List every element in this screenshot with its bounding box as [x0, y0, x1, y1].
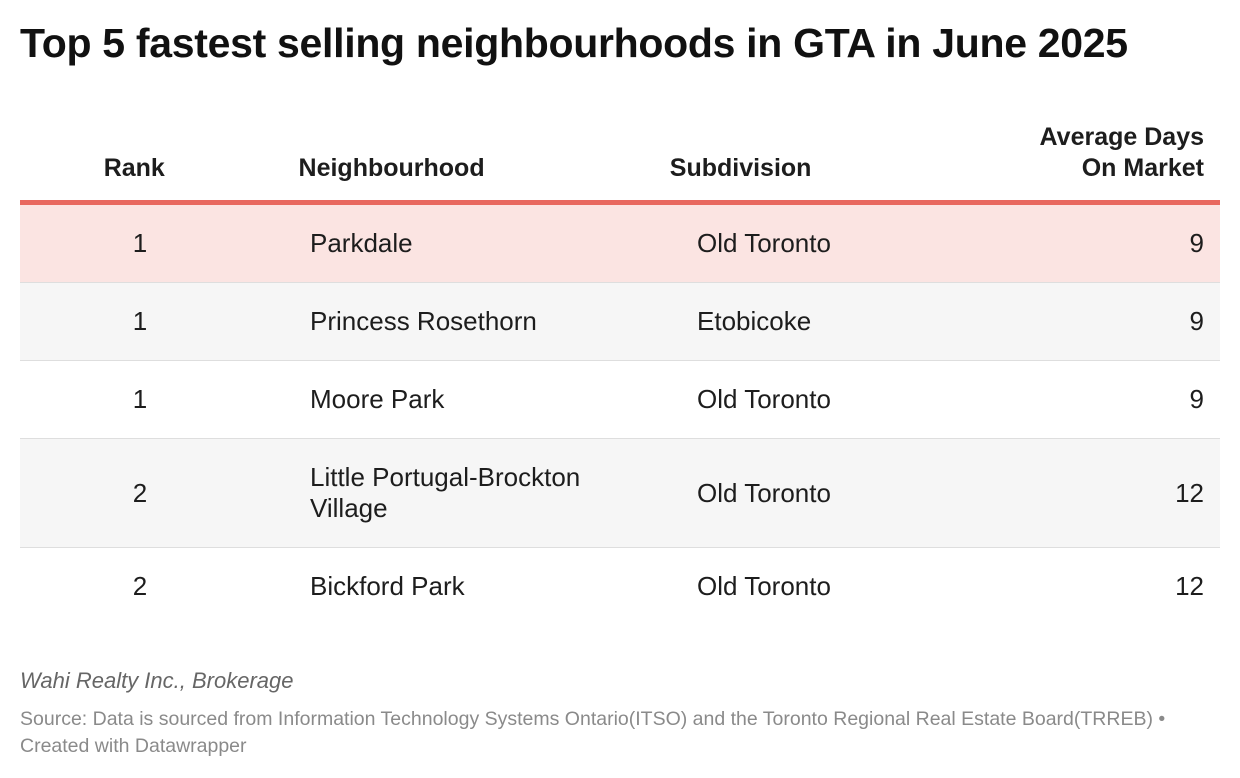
- header-row: Rank Neighbourhood Subdivision Average Days…: [20, 122, 1220, 205]
- byline: Wahi Realty Inc., Brokerage: [20, 668, 294, 693]
- table-cell: Princess Rosethorn: [310, 306, 537, 336]
- column-header: Average Days On Market: [984, 122, 1220, 184]
- column-header-text: Average Days On Market: [1039, 123, 1204, 182]
- table-cell: 2: [132, 571, 148, 601]
- table-cell: Etobicoke: [697, 306, 812, 336]
- table-cell: Old Toronto: [697, 384, 831, 414]
- table-cell: 12: [1175, 571, 1204, 601]
- table-cell: 2: [132, 477, 148, 508]
- table-cell: Little Portugal-Brockton Village: [310, 462, 581, 523]
- table-cell: 9: [1189, 384, 1204, 414]
- source-note: Source: Data is sourced from Information…: [20, 708, 1166, 757]
- table-cell: 9: [1189, 306, 1204, 336]
- table-cell: Old Toronto: [697, 228, 831, 258]
- table-row: 1 Moore Park Old Toronto 9: [20, 361, 1220, 439]
- table-row: 1 Princess Rosethorn Etobicoke 9: [20, 283, 1220, 361]
- column-header: Rank: [20, 153, 249, 184]
- table-cell: 9: [1189, 228, 1204, 258]
- table-cell: Bickford Park: [310, 571, 465, 601]
- table-row: 1 Parkdale Old Toronto 9: [20, 205, 1220, 283]
- table-cell: Old Toronto: [697, 571, 831, 601]
- table: Rank Neighbourhood Subdivision Average Days…: [20, 122, 1220, 625]
- table-row: 2 Little Portugal-Brockton Village Old Tor…: [20, 439, 1220, 548]
- table-row: 2 Bickford Park Old Toronto 12: [20, 548, 1220, 625]
- table-cell: Moore Park: [310, 384, 445, 414]
- table-cell: 12: [1175, 477, 1204, 508]
- column-header-text: Rank: [103, 154, 165, 182]
- column-header: Subdivision: [670, 153, 984, 184]
- title: Top 5 fastest selling neighbourhoods in …: [20, 20, 1128, 66]
- table-cell: 1: [132, 306, 148, 336]
- column-header-text: Neighbourhood: [298, 154, 485, 182]
- table-cell: 1: [132, 228, 148, 258]
- table-cell: 1: [132, 384, 148, 414]
- table-cell: Parkdale: [310, 228, 413, 258]
- table-cell: Old Toronto: [697, 477, 831, 508]
- column-header: Neighbourhood: [299, 153, 613, 184]
- column-header-text: Subdivision: [669, 154, 812, 182]
